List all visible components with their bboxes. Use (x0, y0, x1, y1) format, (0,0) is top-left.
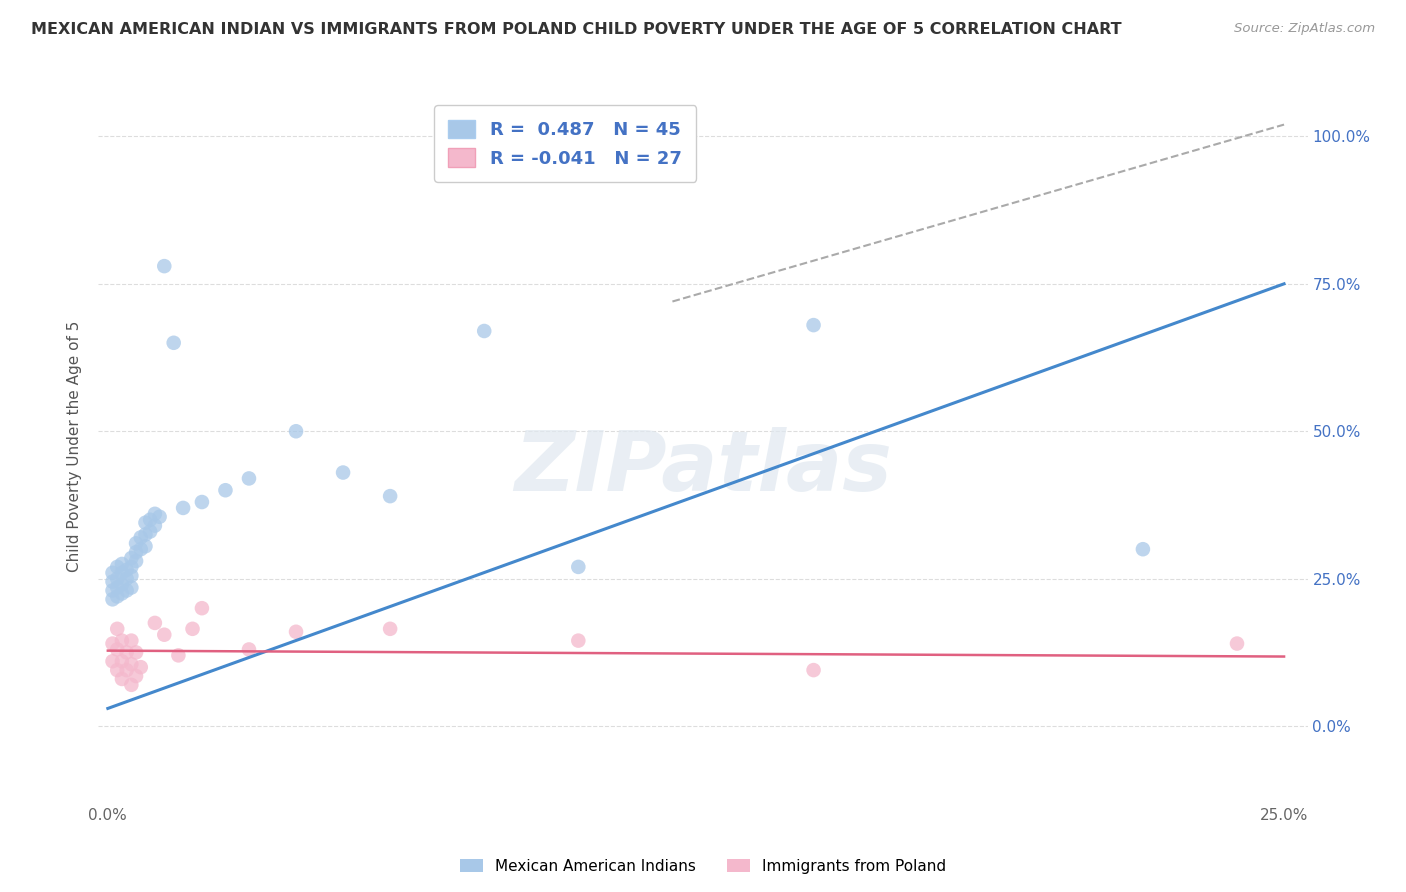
Point (129, 530, 152, 544)
Point (101, 583, 124, 598)
Point (120, 551, 142, 566)
Point (181, 622, 204, 636)
Point (125, 536, 148, 550)
Point (134, 516, 156, 530)
Point (125, 669, 148, 683)
Point (378, 489, 401, 503)
Point (120, 560, 142, 574)
Point (105, 572, 128, 586)
Point (285, 424, 308, 438)
Point (139, 513, 162, 527)
Point (111, 654, 134, 668)
Point (105, 590, 128, 604)
Point (105, 581, 128, 595)
Point (285, 624, 308, 639)
Point (111, 557, 134, 571)
Point (167, 648, 190, 663)
Point (120, 633, 142, 648)
Point (115, 572, 138, 586)
Point (101, 654, 124, 668)
Point (111, 577, 134, 591)
Point (803, 663, 825, 677)
Point (111, 566, 134, 580)
Point (105, 622, 128, 636)
Point (153, 259, 176, 273)
Point (143, 518, 166, 533)
Point (238, 471, 260, 485)
Point (120, 678, 142, 692)
Point (191, 495, 214, 509)
Point (115, 645, 138, 659)
Point (472, 324, 495, 338)
Point (120, 568, 142, 582)
Point (105, 663, 128, 677)
Point (134, 527, 156, 541)
Point (214, 483, 236, 498)
Point (120, 657, 142, 672)
Point (172, 500, 194, 515)
Point (111, 586, 134, 600)
Point (139, 524, 162, 539)
Point (101, 636, 124, 650)
Point (111, 672, 134, 686)
Point (803, 318, 825, 332)
Point (332, 466, 354, 480)
Point (149, 509, 172, 524)
Point (105, 642, 128, 657)
Point (120, 581, 142, 595)
Point (101, 566, 124, 580)
Point (567, 560, 589, 574)
Point (1132, 542, 1154, 557)
Point (238, 642, 260, 657)
Text: Source: ZipAtlas.com: Source: ZipAtlas.com (1234, 22, 1375, 36)
Point (191, 601, 214, 615)
Y-axis label: Child Poverty Under the Age of 5: Child Poverty Under the Age of 5 (67, 320, 83, 572)
Point (101, 574, 124, 589)
Point (105, 560, 128, 574)
Point (115, 563, 138, 577)
Point (143, 507, 166, 521)
Point (567, 633, 589, 648)
Point (1226, 636, 1249, 650)
Legend: Mexican American Indians, Immigrants from Poland: Mexican American Indians, Immigrants fro… (454, 853, 952, 880)
Point (115, 663, 138, 677)
Point (134, 539, 156, 553)
Legend: R =  0.487   N = 45, R = -0.041   N = 27: R = 0.487 N = 45, R = -0.041 N = 27 (434, 105, 696, 182)
Point (143, 615, 166, 630)
Text: MEXICAN AMERICAN INDIAN VS IMMIGRANTS FROM POLAND CHILD POVERTY UNDER THE AGE OF: MEXICAN AMERICAN INDIAN VS IMMIGRANTS FR… (31, 22, 1122, 37)
Text: ZIPatlas: ZIPatlas (515, 427, 891, 508)
Point (163, 335, 186, 350)
Point (101, 592, 124, 607)
Point (125, 545, 148, 559)
Point (125, 554, 148, 568)
Point (378, 622, 401, 636)
Point (125, 645, 148, 659)
Point (129, 542, 152, 557)
Point (111, 633, 134, 648)
Point (129, 660, 152, 674)
Point (153, 628, 176, 642)
Point (115, 583, 138, 598)
